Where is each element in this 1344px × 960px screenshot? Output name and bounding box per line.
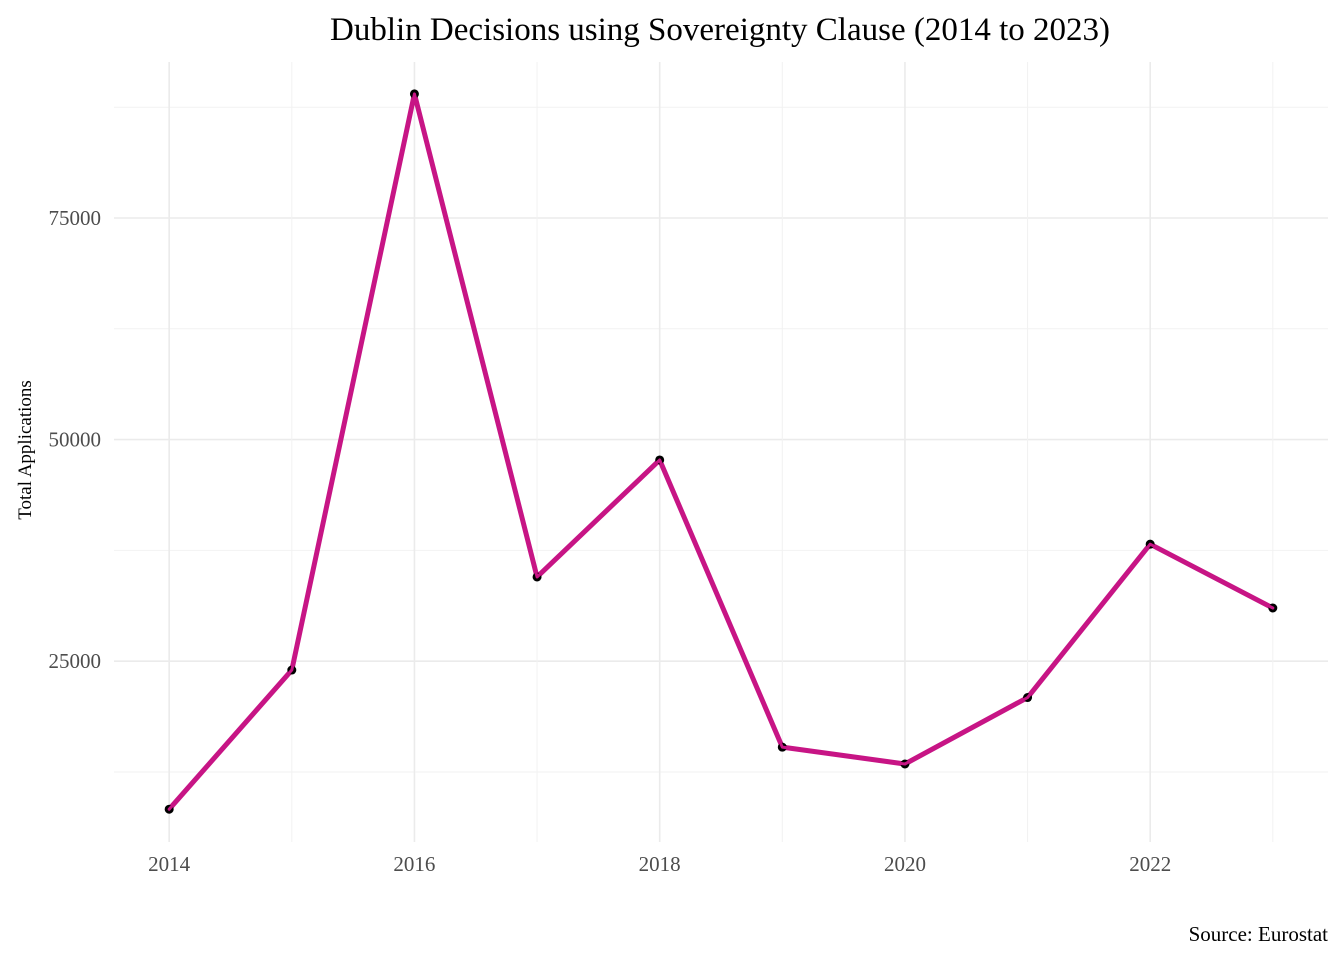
y-tick-label: 75000 [49, 206, 102, 230]
x-tick-label: 2014 [148, 852, 191, 876]
x-tick-label: 2022 [1129, 852, 1171, 876]
x-tick-label: 2020 [884, 852, 926, 876]
series-group [164, 89, 1278, 814]
x-axis-ticks: 2014 2016 2018 2020 2022 [148, 852, 1171, 876]
series-line [166, 91, 1276, 812]
y-axis-ticks: 25000 50000 75000 [49, 206, 102, 673]
grid-lines [114, 62, 1328, 842]
chart-title: Dublin Decisions using Sovereignty Claus… [330, 12, 1110, 48]
y-tick-label: 25000 [49, 649, 102, 673]
source-caption: Source: Eurostat [1189, 922, 1329, 946]
series-line-overlay [167, 92, 1275, 811]
x-tick-label: 2016 [393, 852, 435, 876]
y-tick-label: 50000 [49, 428, 102, 452]
x-tick-label: 2018 [639, 852, 681, 876]
y-axis-label: Total Applications [15, 380, 36, 520]
